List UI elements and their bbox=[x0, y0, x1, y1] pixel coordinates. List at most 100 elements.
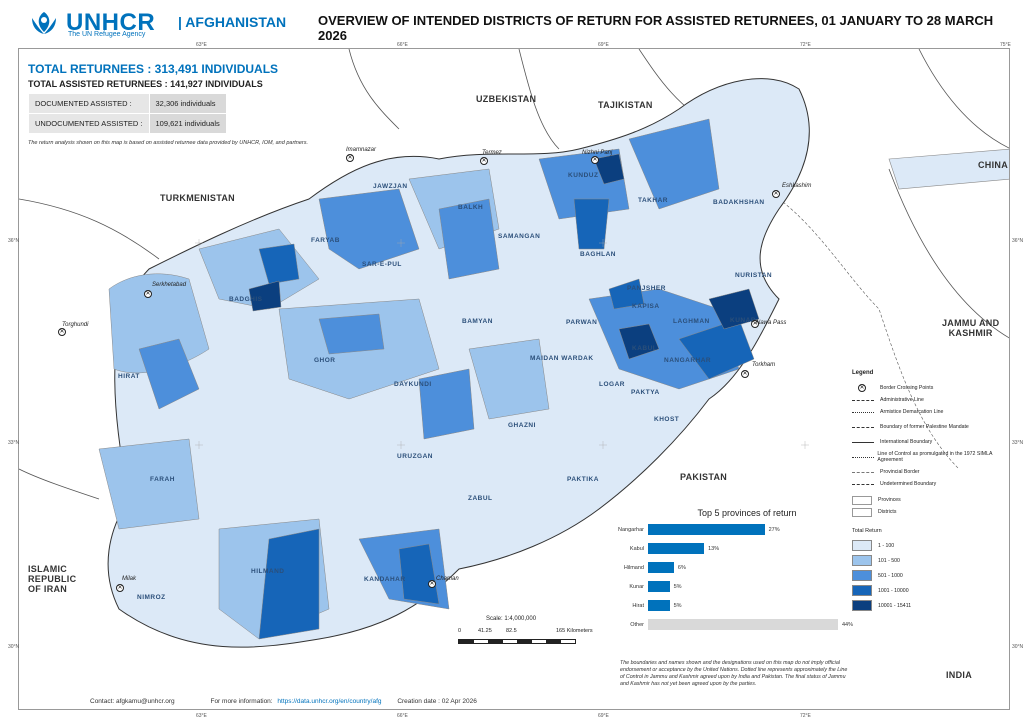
province-label: DAYKUNDI bbox=[394, 381, 432, 388]
chart-bar bbox=[648, 524, 765, 535]
coord-top-75: 75°E bbox=[1000, 42, 1011, 48]
coord-top-69: 69°E bbox=[598, 42, 609, 48]
district-kunduz-darkest bbox=[593, 153, 625, 185]
label-tajikistan: TAJIKISTAN bbox=[598, 100, 653, 110]
label-india: INDIA bbox=[946, 670, 972, 680]
province-label: KABUL bbox=[632, 345, 658, 352]
province-label: NIMROZ bbox=[137, 594, 166, 601]
legend-item: Administrative Line bbox=[852, 394, 1002, 406]
label-pakistan: PAKISTAN bbox=[680, 472, 728, 482]
chart-value-label: 44% bbox=[842, 622, 854, 628]
legend-class-item: 1 - 100 bbox=[852, 538, 1002, 553]
chart-bar-row: Hilmand 6% bbox=[612, 562, 842, 581]
graticule-marks bbox=[195, 239, 809, 449]
map-frame[interactable] bbox=[18, 48, 1010, 710]
legend-class-item: 501 - 1000 bbox=[852, 568, 1002, 583]
border-point-label: Torkham bbox=[752, 362, 776, 368]
coord-top-72: 72°E bbox=[800, 42, 811, 48]
district-hirat-city bbox=[138, 338, 200, 410]
district-baghlan-dark bbox=[573, 198, 610, 250]
legend-item: Provincial Border bbox=[852, 466, 1002, 478]
chart-category-label: Nangarhar bbox=[618, 527, 644, 533]
district-parwan bbox=[608, 278, 645, 310]
province-label: KAPISA bbox=[632, 303, 660, 310]
border-crossing-icon[interactable]: ✕ bbox=[428, 580, 436, 588]
border-crossing-icon[interactable]: ✕ bbox=[772, 190, 780, 198]
border-lines-north bbox=[348, 49, 1009, 150]
legend-class-label: 1001 - 10000 bbox=[878, 587, 909, 594]
legend-class-swatch bbox=[852, 600, 872, 611]
chart-category-label: Kabul bbox=[629, 546, 644, 552]
table-row: UNDOCUMENTED ASSISTED : 109,621 individu… bbox=[28, 113, 227, 134]
afghanistan-outline bbox=[107, 78, 810, 648]
district-kandahar-dark bbox=[398, 543, 440, 605]
legend-class-item: 1001 - 10000 bbox=[852, 583, 1002, 598]
province-label: PANJSHER bbox=[627, 285, 666, 292]
district-jawzjan bbox=[318, 188, 420, 270]
coord-left-30: 30°N bbox=[8, 644, 20, 650]
total-assisted-returnees: TOTAL ASSISTED RETURNEES : 141,927 INDIV… bbox=[28, 79, 263, 89]
table-row: DOCUMENTED ASSISTED : 32,306 individuals bbox=[28, 93, 227, 114]
border-crossing-icon[interactable]: ✕ bbox=[144, 290, 152, 298]
province-label: GHAZNI bbox=[508, 422, 536, 429]
label-turkmenistan: TURKMENISTAN bbox=[160, 193, 235, 203]
border-crossing-icon[interactable]: ✕ bbox=[480, 157, 488, 165]
label-uzbekistan: UZBEKISTAN bbox=[476, 94, 537, 104]
info-label: For more information: bbox=[210, 698, 273, 705]
wakhan-corridor bbox=[888, 148, 1009, 190]
legend-class-label: 1 - 100 bbox=[878, 542, 895, 549]
legend-item: Armistice Demarcation Line bbox=[852, 406, 1002, 418]
border-crossing-icon[interactable]: ✕ bbox=[591, 156, 599, 164]
chart-bar bbox=[648, 600, 670, 611]
documented-value: 32,306 individuals bbox=[148, 93, 227, 114]
border-crossing-icon: ✕ bbox=[858, 384, 866, 392]
legend-class-swatch bbox=[852, 540, 872, 551]
district-hirat-west bbox=[108, 273, 210, 374]
border-point-label: Serkhetabad bbox=[152, 282, 187, 288]
legend-class-label: 10001 - 15411 bbox=[878, 602, 912, 609]
border-crossing-icon[interactable]: ✕ bbox=[741, 370, 749, 378]
chart-bar-row: Nangarhar 27% bbox=[612, 524, 842, 543]
chart-bar bbox=[648, 581, 670, 592]
country-label: | AFGHANISTAN bbox=[178, 14, 287, 30]
scale-bar: Scale: 1:4,000,000 0 41.25 82.5 165 Kilo… bbox=[458, 616, 608, 644]
province-label: BADAKHSHAN bbox=[713, 199, 765, 206]
province-label: PARWAN bbox=[566, 319, 598, 326]
legend-item: Provinces bbox=[852, 494, 1002, 506]
map-legend: Legend ✕ Border Crossing Points Administ… bbox=[852, 370, 1002, 613]
province-label: SAR-E-PUL bbox=[362, 261, 402, 268]
chart-bar-row: Hirat 5% bbox=[612, 600, 842, 619]
line-symbol-icon bbox=[852, 453, 874, 461]
border-point-label: Torghundi bbox=[62, 322, 89, 328]
province-label: LAGHMAN bbox=[673, 318, 710, 325]
documented-label: DOCUMENTED ASSISTED : bbox=[28, 93, 150, 114]
info-link[interactable]: https://data.unhcr.org/en/country/afg bbox=[277, 698, 382, 705]
label-iran: ISLAMIC REPUBLIC OF IRAN bbox=[28, 564, 77, 594]
district-farah bbox=[98, 438, 200, 530]
legend-item: Boundary of former Palestine Mandate bbox=[852, 418, 1002, 436]
total-return-title: Total Return bbox=[852, 528, 882, 534]
border-crossing-icon[interactable]: ✕ bbox=[116, 584, 124, 592]
border-point-label: Nizhni Panj bbox=[582, 150, 613, 156]
district-ghor-center bbox=[318, 313, 385, 355]
contact-text: Contact: afgkamu@unhcr.org bbox=[90, 698, 175, 705]
chart-value-label: 6% bbox=[677, 565, 686, 571]
line-symbol-icon bbox=[852, 438, 874, 446]
scale-tick: 82.5 bbox=[506, 628, 517, 634]
undocumented-label: UNDOCUMENTED ASSISTED : bbox=[28, 113, 150, 134]
province-label: HILMAND bbox=[251, 568, 285, 575]
chart-bar bbox=[648, 562, 674, 573]
border-point-label: Eshkashim bbox=[782, 183, 812, 189]
district-swatch bbox=[852, 507, 872, 517]
border-crossing-icon[interactable]: ✕ bbox=[751, 320, 759, 328]
province-label: PAKTYA bbox=[631, 389, 660, 396]
border-point-label: Milak bbox=[122, 576, 137, 582]
line-symbol-icon bbox=[852, 468, 874, 476]
unhcr-logo-subtitle: The UN Refugee Agency bbox=[68, 31, 146, 38]
scale-tick: 41.25 bbox=[478, 628, 492, 634]
chart-category-label: Hirat bbox=[632, 603, 644, 609]
province-label: MAIDAN WARDAK bbox=[530, 355, 594, 362]
border-crossing-icon[interactable]: ✕ bbox=[346, 154, 354, 162]
border-crossing-icon[interactable]: ✕ bbox=[58, 328, 66, 336]
district-faryab-darkest bbox=[248, 280, 282, 312]
